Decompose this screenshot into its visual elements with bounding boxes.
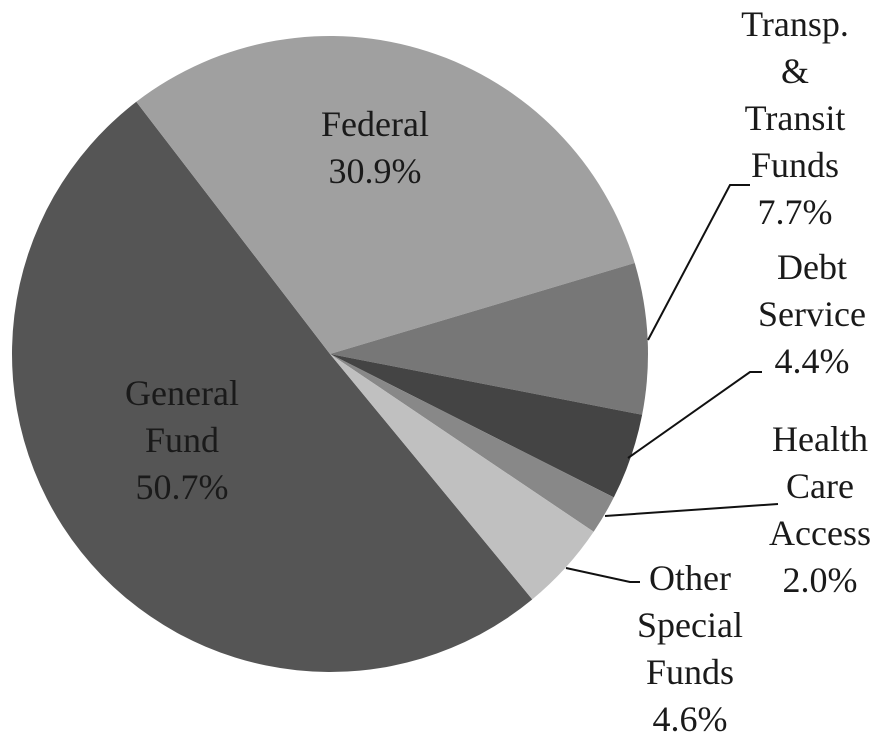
- leader-line: [647, 184, 750, 341]
- value-label: 4.4%: [774, 341, 850, 381]
- slices: [11, 36, 648, 672]
- value-label: 50.7%: [135, 467, 229, 507]
- value-label: 2.0%: [782, 560, 858, 600]
- category-label: Federal: [321, 104, 429, 144]
- value-label: 4.6%: [652, 699, 728, 737]
- slice-label: General Fund 50.7%: [125, 370, 239, 511]
- value-label: 30.9%: [328, 151, 422, 191]
- value-label: 7.7%: [757, 192, 833, 232]
- slice-label: Other Special Funds 4.6%: [637, 555, 743, 737]
- pie-slice: [330, 263, 648, 415]
- leader-line: [604, 503, 779, 517]
- slice-label: Federal 30.9%: [321, 101, 429, 195]
- pie-slice: [136, 36, 635, 355]
- category-label: Debt Service: [758, 247, 866, 334]
- slice-label: Transp. & Transit Funds 7.7%: [741, 1, 849, 236]
- category-label: Health Care Access: [769, 419, 871, 553]
- category-label: General Fund: [125, 373, 239, 460]
- pie-slice: [330, 354, 614, 532]
- slice-label: Health Care Access 2.0%: [769, 416, 871, 604]
- pie-slice: [330, 354, 594, 600]
- pie-slice: [330, 354, 643, 498]
- category-label: Other Special Funds: [637, 558, 743, 692]
- leader-line: [565, 567, 640, 583]
- pie-slice: [11, 101, 533, 672]
- category-label: Transp. & Transit Funds: [741, 4, 849, 185]
- slice-label: Debt Service 4.4%: [758, 244, 866, 385]
- leader-line: [627, 371, 762, 459]
